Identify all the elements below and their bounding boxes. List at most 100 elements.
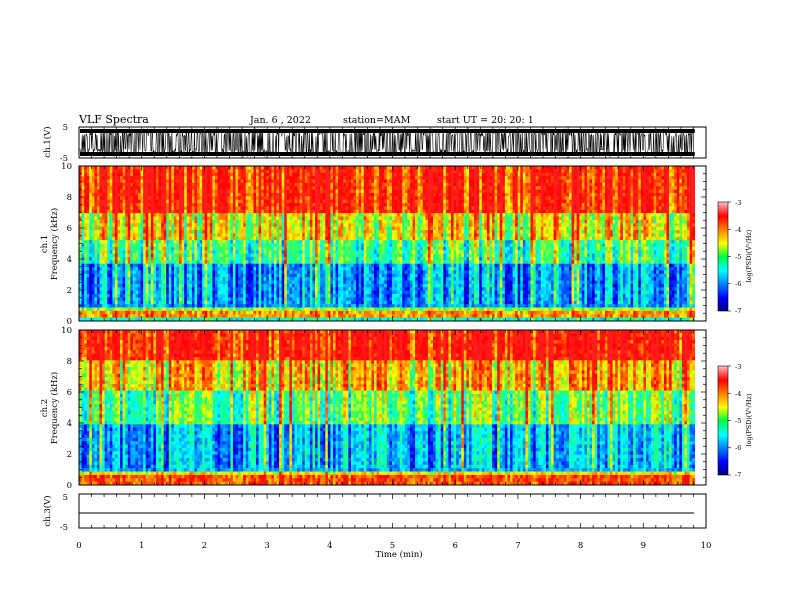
spectrogram-cell [238,183,241,187]
spectrogram-cell [117,169,120,173]
spectrogram-cell [266,166,269,170]
spectrogram-cell [238,179,241,183]
spectrogram-cell [318,176,321,180]
spectrogram-cell [151,179,154,183]
spectrogram-cell [151,176,154,180]
spectrogram-cell [638,173,641,177]
spectrogram-cell [364,183,367,187]
spectrogram-cell [200,183,203,187]
spectrogram-cell [438,176,441,180]
spectrogram-cell [669,169,672,173]
spectrogram-cell [487,169,490,173]
spectrogram-cell [477,166,480,170]
spectrogram-cell [151,169,154,173]
spectrogram-cell [474,173,477,177]
spectrogram-cell [348,166,351,170]
spectrogram-cell [595,176,598,180]
spectrogram-cell [518,176,521,180]
spectrogram-cell [610,173,613,177]
spectrogram-cell [305,173,308,177]
spectrogram-cell [605,176,608,180]
spectrogram-cell [277,176,280,180]
spectrogram-cell [513,179,516,183]
spectrogram-cell [607,173,610,177]
spectrogram-cell [466,179,469,183]
spectrogram-cell [218,183,221,187]
spectrogram-cell [369,176,372,180]
spectrogram-cell [664,169,667,173]
spectrogram-cell [438,183,441,187]
spectrogram-cell [159,166,162,170]
spectrogram-cell [146,169,149,173]
spectrogram-cell [330,173,333,177]
spectrogram-cell [618,176,621,180]
spectrogram-cell [371,183,374,187]
spectrogram-cell [256,179,259,183]
spectrogram-cell [682,173,685,177]
spectrogram-cell [479,176,482,180]
spectrogram-cell [690,169,693,173]
spectrogram-cell [210,183,213,187]
spectrogram-cell [128,179,131,183]
spectrogram-cell [438,179,441,183]
spectrogram-cell [520,176,523,180]
spectrogram-cell [659,176,662,180]
spectrogram-cell [325,166,328,170]
spectrogram-cell [284,176,287,180]
spectrogram-cell [679,169,682,173]
spectrogram-cell [123,183,126,187]
spectrogram-cell [315,183,318,187]
spectrogram-cell [651,183,654,187]
spectrogram-cell [641,183,644,187]
spectrogram-cell [87,173,90,177]
spectrogram-cell [692,173,695,177]
spectrogram-cell [579,176,582,180]
spectrogram-cell [300,166,303,170]
spectrogram-cell [343,183,346,187]
spectrogram-cell [97,183,100,187]
spectrogram-cell [636,166,639,170]
spectrogram-cell [228,183,231,187]
spectrogram-cell [590,176,593,180]
spectrogram-cell [84,176,87,180]
spectrogram-cell [176,176,179,180]
spectrogram-cell [579,173,582,177]
spectrogram-cell [666,179,669,183]
spectrogram-cell [469,166,472,170]
spectrogram-cell [138,173,141,177]
spectrogram-cell [125,166,128,170]
ch1-waveform-ylabel: ch.1(V) [42,126,53,157]
spectrogram-cell [366,183,369,187]
spectrogram-cell [359,173,362,177]
spectrogram-cell [584,183,587,187]
spectrogram-cell [361,179,364,183]
spectrogram-cell [179,169,182,173]
spectrogram-cell [464,173,467,177]
spectrogram-cell [282,173,285,177]
spectrogram-cell [379,183,382,187]
spectrogram-cell [379,166,382,170]
spectrogram-cell [84,183,87,187]
spectrogram-cell [672,179,675,183]
spectrogram-cell [477,176,480,180]
spectrogram-cell [623,183,626,187]
spectrogram-cell [215,179,218,183]
spectrogram-cell [441,173,444,177]
spectrogram-cell [582,183,585,187]
spectrogram-cell [620,179,623,183]
spectrogram-cell [631,173,634,177]
spectrogram-cell [605,179,608,183]
spectrogram-cell [192,183,195,187]
spectrogram-cell [592,176,595,180]
spectrogram-cell [277,166,280,170]
spectrogram-cell [559,173,562,177]
spectrogram-cell [674,169,677,173]
spectrogram-cell [692,176,695,180]
spectrogram-cell [212,173,215,177]
spectrogram-cell [328,173,331,177]
spectrogram-cell [482,166,485,170]
spectrogram-cell [171,169,174,173]
spectrogram-cell [223,183,226,187]
spectrogram-cell [682,176,685,180]
spectrogram-cell [261,183,264,187]
